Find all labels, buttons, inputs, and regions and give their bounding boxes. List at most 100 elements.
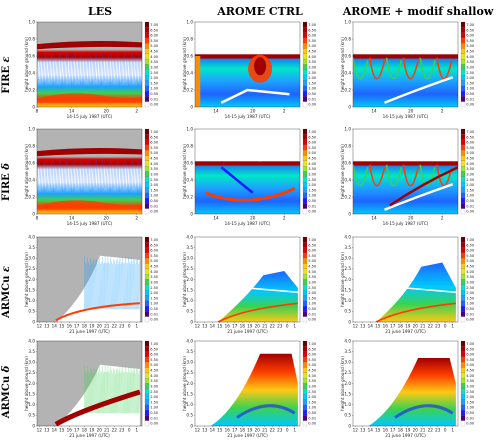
colorbar-tick-label: 4.50 [150,369,159,373]
colorbar-swatch [144,295,150,301]
colorbar-tick-label: 2.00 [308,76,317,80]
colorbar-tick-label: 0.01 [466,312,474,316]
colorbar-swatch [460,258,466,264]
colorbar-swatch [302,346,308,352]
x-tick-label: 16 [67,428,73,433]
colorbar-swatch [460,80,466,86]
colorbar-tick-label: 3.00 [308,280,317,284]
colorbar-swatch [302,316,308,323]
y-tick-label: 3.0 [186,360,193,365]
panel-r3-c2: 00.51.01.52.02.53.03.54.012 13 14 15 16 17 18 1… [340,338,475,438]
y-axis-label: height above ground (km) [24,356,29,411]
colorbar-swatch [302,394,308,400]
colorbar-swatch [302,415,308,421]
colorbar-tick-label: 0.00 [466,422,475,426]
colorbar-swatch [460,134,466,140]
colorbar-swatch [302,101,308,108]
colorbar-tick-label: 4.50 [150,265,159,269]
colorbar-swatch [302,32,308,39]
x-tick-label: 18 [398,428,404,433]
colorbar-swatch [144,150,150,156]
y-tick-label: 3.5 [186,245,193,250]
x-tick-label: 23 [435,324,441,329]
y-axis-label: height above ground (km) [182,356,187,411]
colorbar-tick-label: 0.01 [308,312,316,316]
y-tick-label: 3.0 [344,360,351,365]
x-tick-label: 16 [225,324,231,329]
y-tick-label: 1.0 [344,126,351,131]
colorbar-tick-label: 5.00 [308,363,317,367]
y-tick-label: 0.6 [28,160,35,165]
colorbar-swatch [144,182,150,188]
colorbar-tick-label: 1.00 [308,194,317,198]
colorbar-swatch [460,203,466,209]
x-tick-label: 1 [293,324,296,329]
y-tick-label: 2.0 [344,381,351,386]
colorbar-tick-label: 5.00 [308,259,317,263]
colorbar-tick-label: 5.00 [150,44,159,48]
y-tick-label: 0 [32,319,35,324]
colorbar-tick-label: 2.50 [308,286,317,290]
y-axis-label: height above ground (km) [340,37,345,92]
colorbar-swatch [144,356,150,363]
x-tick-label: 2 [135,109,138,114]
x-tick-label: 13 [202,428,208,433]
colorbar-tick-label: 5.00 [150,363,159,367]
colorbar-tick-label: 6.00 [466,34,475,38]
colorbar-tick-label: 4.00 [308,270,317,274]
colorbar-swatch [144,252,150,259]
column-title-arome-modif: AROME + modif shallow [342,5,494,18]
colorbar-tick-label: 0.01 [308,97,316,101]
colorbar-tick-label: 2.50 [150,71,159,75]
row-title-fire-delta: FIRE δ [1,163,12,201]
colorbar-swatch [144,43,150,49]
column-title-arome-ctrl: AROME CTRL [216,5,303,18]
colorbar-swatch [144,311,150,317]
colorbar-swatch [302,37,308,44]
x-tick-label: 1 [135,428,138,433]
colorbar-tick-label: 2.00 [466,291,475,295]
colorbar-swatch [302,409,308,416]
colorbar-swatch [144,247,150,254]
colorbar-swatch [302,171,308,177]
y-tick-label: 1.5 [344,391,351,396]
x-tick-label: 16 [67,324,73,329]
panel-r0-c1: 0 0.2 0.4 0.6 0.8 1.0 14 20 2 14-15 july 1987 (UT… [182,19,317,119]
colorbar-swatch [144,85,150,92]
colorbar-tick-label: 3.00 [308,65,317,69]
colorbar-tick-label: 7.00 [466,23,475,27]
colorbar-tick-label: 4.00 [308,162,317,166]
y-tick-label: 0.8 [28,143,35,148]
colorbar-swatch [460,85,466,92]
colorbar-swatch [144,176,150,183]
colorbar-swatch [302,48,308,54]
colorbar-tick-label: 4.00 [466,55,475,59]
colorbar-tick-label: 6.50 [466,243,475,247]
colorbar-tick-label: 4.00 [150,374,159,378]
x-axis-label: 21 june 1997 (UTC) [385,433,426,438]
y-tick-label: 0.5 [186,309,193,314]
colorbar-tick-label: 0.00 [308,103,317,107]
colorbar-swatch [302,203,308,209]
colorbar-tick-label: 3.00 [150,65,159,69]
colorbar-swatch [302,96,308,102]
x-axis-label: 14-15 july 1987 (UTC) [67,221,113,226]
colorbar-swatch [144,415,150,421]
x-tick-label: 2 [441,109,444,114]
colorbar-tick-label: 3.50 [466,60,475,64]
colorbar-tick-label: 7.00 [466,130,475,134]
x-tick-label: 13 [44,324,50,329]
colorbar-tick-label: 2.00 [308,291,317,295]
x-tick-label: 20 [97,428,103,433]
x-tick-label: 20 [255,324,261,329]
x-tick-label: 19 [405,324,411,329]
colorbar-swatch [144,300,150,307]
colorbar-swatch [460,59,466,65]
colorbar-swatch [302,252,308,259]
y-tick-label: 0 [190,104,193,109]
colorbar-swatch [460,394,466,400]
colorbar-swatch [460,192,466,199]
x-axis-label: 21 june 1997 (UTC) [227,433,268,438]
colorbar-tick-label: 5.00 [466,363,475,367]
colorbar-swatch [302,176,308,183]
